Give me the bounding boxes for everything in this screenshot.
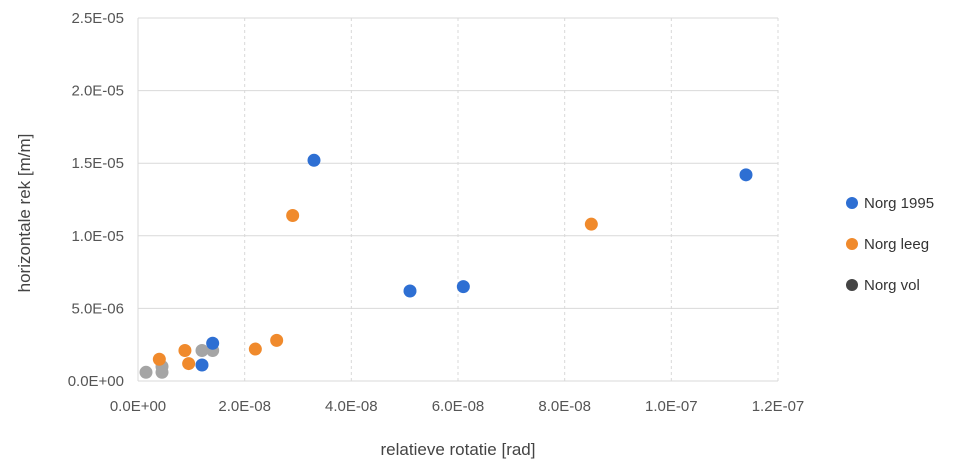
data-points [139,153,753,379]
legend-marker [846,279,858,291]
data-point [584,217,598,231]
data-point [195,344,209,358]
y-tick-label: 5.0E-06 [71,300,124,317]
data-point [206,336,220,350]
data-point [270,333,284,347]
data-point [307,153,321,167]
y-tick-label: 2.0E-05 [71,83,124,100]
grid [137,17,779,382]
legend-label: Norg vol [864,277,920,294]
data-point [178,344,192,358]
data-point [739,168,753,182]
data-point [195,358,209,372]
tick-labels: 0.0E+00 5.0E-06 1.0E-05 1.5E-05 2.0E-05 2.5E-… [68,10,805,415]
y-tick-label: 2.5E-05 [71,10,124,27]
x-tick-label: 0.0E+00 [110,398,166,415]
legend: Norg 1995 Norg leeg Norg vol [846,195,934,294]
legend-label: Norg leeg [864,236,929,253]
axes: relatieve rotatie [rad] horizontale rek … [15,134,535,459]
data-point [152,352,166,366]
x-tick-label: 8.0E-08 [538,398,591,415]
data-point [456,280,470,294]
y-tick-label: 1.5E-05 [71,155,124,172]
x-tick-label: 2.0E-08 [218,398,271,415]
x-tick-label: 6.0E-08 [432,398,485,415]
data-point [286,208,300,222]
legend-label: Norg 1995 [864,195,934,212]
legend-marker [846,238,858,250]
data-point [139,365,153,379]
x-tick-label: 1.2E-07 [752,398,805,415]
y-axis-title: horizontale rek [m/m] [15,134,34,293]
data-point [182,357,196,371]
data-point [403,284,417,298]
legend-marker [846,197,858,209]
y-tick-label: 0.0E+00 [68,373,124,390]
y-tick-label: 1.0E-05 [71,228,124,245]
data-point [248,342,262,356]
x-axis-title: relatieve rotatie [rad] [381,440,536,459]
x-tick-label: 1.0E-07 [645,398,698,415]
x-tick-label: 4.0E-08 [325,398,378,415]
